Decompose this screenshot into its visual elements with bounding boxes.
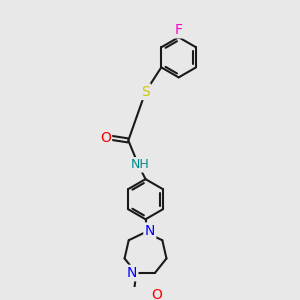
Text: O: O [151,287,162,300]
Text: O: O [100,130,111,145]
Text: S: S [141,85,150,99]
Text: N: N [145,224,155,238]
Text: F: F [175,23,183,37]
Text: N: N [127,266,137,280]
Text: NH: NH [130,158,149,171]
